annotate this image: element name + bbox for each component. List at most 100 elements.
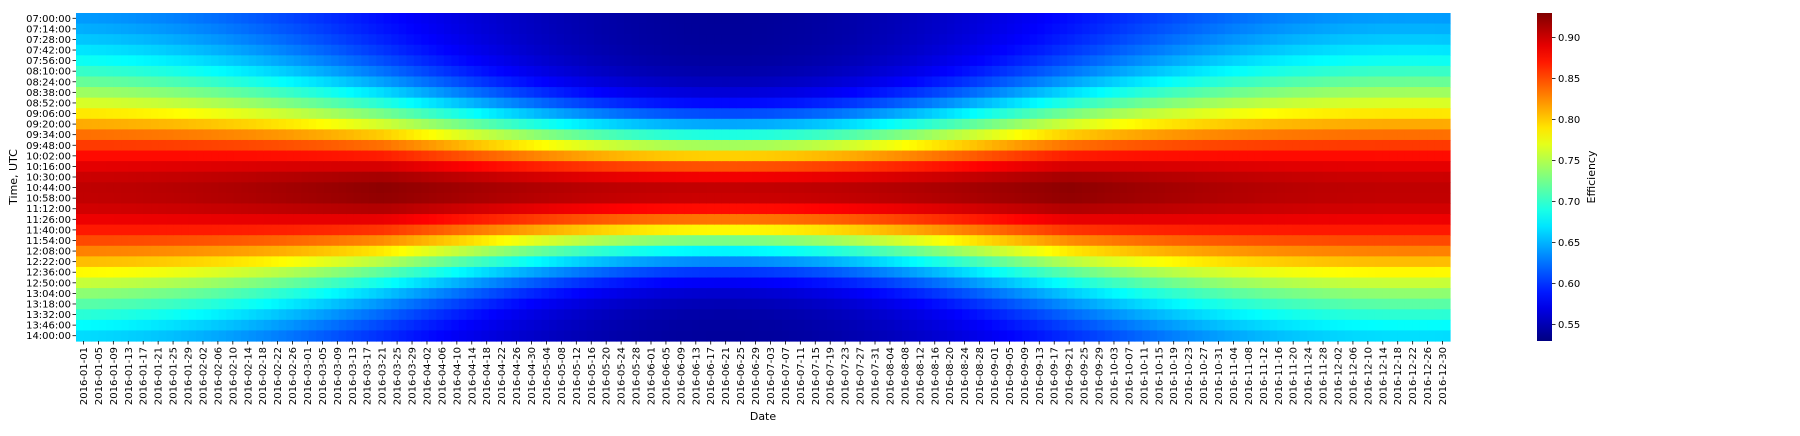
heatmap-cell (353, 235, 362, 247)
heatmap-cell (992, 235, 1001, 247)
heatmap-cell (1014, 288, 1023, 300)
heatmap-cell (1052, 97, 1061, 109)
heatmap-cell (1179, 108, 1188, 120)
heatmap-cell (1022, 182, 1031, 194)
heatmap-cell (331, 44, 340, 56)
heatmap-cell (774, 330, 783, 342)
heatmap-cell (278, 309, 287, 321)
heatmap-cell (1254, 34, 1263, 46)
heatmap-cell (549, 266, 558, 279)
heatmap-cell (856, 330, 865, 342)
heatmap-cell (241, 13, 250, 25)
heatmap-cell (691, 277, 700, 289)
heatmap-cell (826, 139, 835, 152)
heatmap-cell (916, 108, 926, 120)
heatmap-cell (1097, 44, 1106, 56)
heatmap-cell (939, 161, 948, 173)
heatmap-cell (1059, 65, 1068, 78)
heatmap-cell (1217, 182, 1226, 194)
heatmap-cell (383, 224, 392, 236)
heatmap-cell (1097, 129, 1106, 141)
heatmap-cell (834, 161, 843, 173)
heatmap-cell (136, 245, 145, 257)
heatmap-cell (488, 171, 498, 183)
heatmap-cell (1209, 214, 1218, 226)
heatmap-cell (346, 245, 355, 257)
heatmap-cell (706, 65, 715, 78)
heatmap-cell (136, 214, 145, 226)
heatmap-cell (879, 266, 888, 279)
heatmap-cell (1239, 55, 1248, 67)
heatmap-cell (1127, 139, 1136, 152)
heatmap-cell (1217, 192, 1226, 205)
heatmap-cell (1187, 161, 1196, 173)
heatmap-cell (736, 245, 745, 257)
heatmap-cell (353, 139, 362, 152)
heatmap-cell (1202, 266, 1211, 279)
heatmap-cell (496, 171, 505, 183)
heatmap-cell (218, 298, 227, 310)
heatmap-cell (774, 319, 783, 332)
heatmap-cell (1224, 319, 1233, 332)
heatmap-cell (1067, 319, 1076, 332)
heatmap-cell (391, 129, 400, 141)
heatmap-cell (729, 235, 738, 247)
heatmap-cell (1269, 298, 1278, 310)
heatmap-cell (579, 87, 588, 99)
heatmap-cell (428, 214, 437, 226)
heatmap-cell (1014, 235, 1023, 247)
heatmap-cell (1179, 214, 1188, 226)
heatmap-cell (286, 55, 295, 67)
heatmap-cell (83, 277, 92, 289)
heatmap-cell (856, 171, 865, 183)
heatmap-cell (886, 171, 895, 183)
heatmap-cell (954, 161, 963, 173)
heatmap-cell (564, 55, 573, 67)
heatmap-cell (398, 256, 407, 268)
heatmap-cell (1254, 139, 1263, 152)
heatmap-cell (526, 55, 535, 67)
heatmap-cell (1052, 288, 1061, 300)
heatmap-cell (436, 235, 445, 247)
heatmap-cell (1067, 235, 1076, 247)
heatmap-cell (113, 266, 122, 279)
heatmap-cell (391, 44, 400, 56)
heatmap-cell (181, 97, 190, 109)
heatmap-cell (751, 298, 760, 310)
heatmap-cell (451, 13, 460, 25)
heatmap-cell (571, 44, 580, 56)
heatmap-cell (248, 65, 257, 78)
heatmap-cell (1074, 13, 1083, 25)
heatmap-cell (931, 288, 941, 300)
heatmap-cell (173, 139, 182, 152)
heatmap-cell (571, 245, 580, 257)
heatmap-cell (76, 214, 85, 226)
heatmap-cell (1044, 224, 1053, 236)
heatmap-cell (984, 76, 993, 88)
heatmap-cell (1037, 13, 1046, 25)
heatmap-cell (1172, 224, 1181, 236)
heatmap-cell (181, 203, 190, 215)
heatmap-cell (226, 288, 235, 300)
heatmap-cell (1239, 65, 1248, 78)
heatmap-cell (691, 65, 700, 78)
heatmap-cell (744, 235, 753, 247)
heatmap-cell (811, 23, 820, 35)
heatmap-cell (128, 224, 137, 236)
heatmap-cell (308, 150, 317, 162)
heatmap-cell (376, 97, 385, 109)
heatmap-cell (1059, 150, 1068, 162)
heatmap-cell (398, 203, 407, 215)
heatmap-cell (196, 55, 205, 67)
heatmap-cell (1029, 298, 1038, 310)
heatmap-cell (804, 139, 813, 152)
heatmap-cell (1014, 330, 1023, 342)
heatmap-cell (383, 182, 392, 194)
heatmap-cell (263, 108, 272, 120)
heatmap-cell (436, 150, 445, 162)
heatmap-cell (218, 319, 227, 332)
heatmap-cell (1044, 23, 1053, 35)
heatmap-cell (428, 298, 437, 310)
heatmap-cell (631, 319, 640, 332)
heatmap-cell (518, 192, 528, 205)
